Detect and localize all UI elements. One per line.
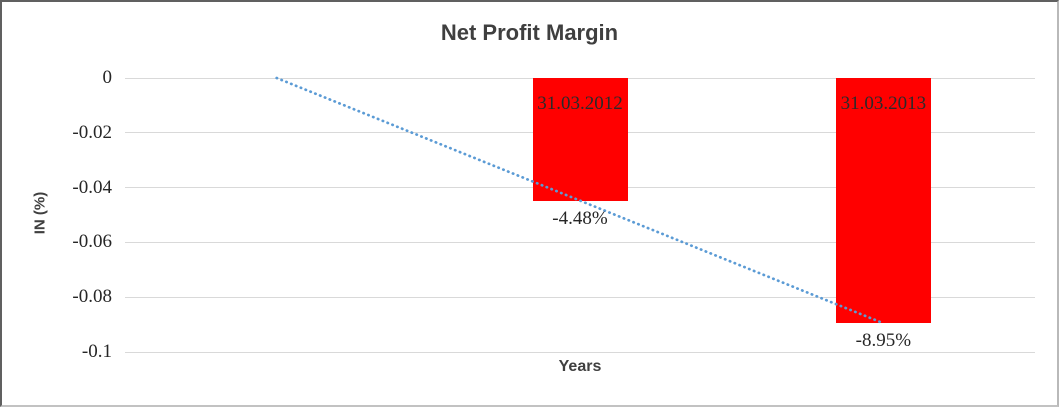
gridline — [125, 241, 1035, 243]
y-tick-label: -0.08 — [72, 286, 112, 308]
gridline — [125, 351, 1035, 353]
y-tick-label: -0.1 — [81, 341, 112, 362]
gridline — [125, 296, 1035, 298]
y-tick-label: 0 — [102, 67, 113, 88]
bar-31.03.2013: 31.03.2013 — [835, 78, 931, 324]
chart-title: Net Profit Margin — [440, 20, 619, 45]
y-tick-label: -0.06 — [72, 231, 112, 253]
y-axis-title: IN (%) — [31, 191, 49, 235]
y-tick-label: -0.04 — [72, 176, 112, 198]
bar-value-label: -8.95% — [855, 330, 912, 352]
x-axis-title: Years — [558, 358, 602, 375]
bar-value-label: -4.48% — [552, 207, 608, 229]
bar-category-label: 31.03.2012 — [537, 93, 623, 114]
trendline — [275, 76, 885, 325]
bar-31.03.2012: 31.03.2012 — [532, 78, 628, 201]
bar-category-label: 31.03.2013 — [840, 93, 927, 114]
plot-area: 31.03.2012 -4.48% 31.03.2013 -8.95% — [125, 76, 1035, 353]
y-tick-label: -0.02 — [72, 121, 112, 143]
